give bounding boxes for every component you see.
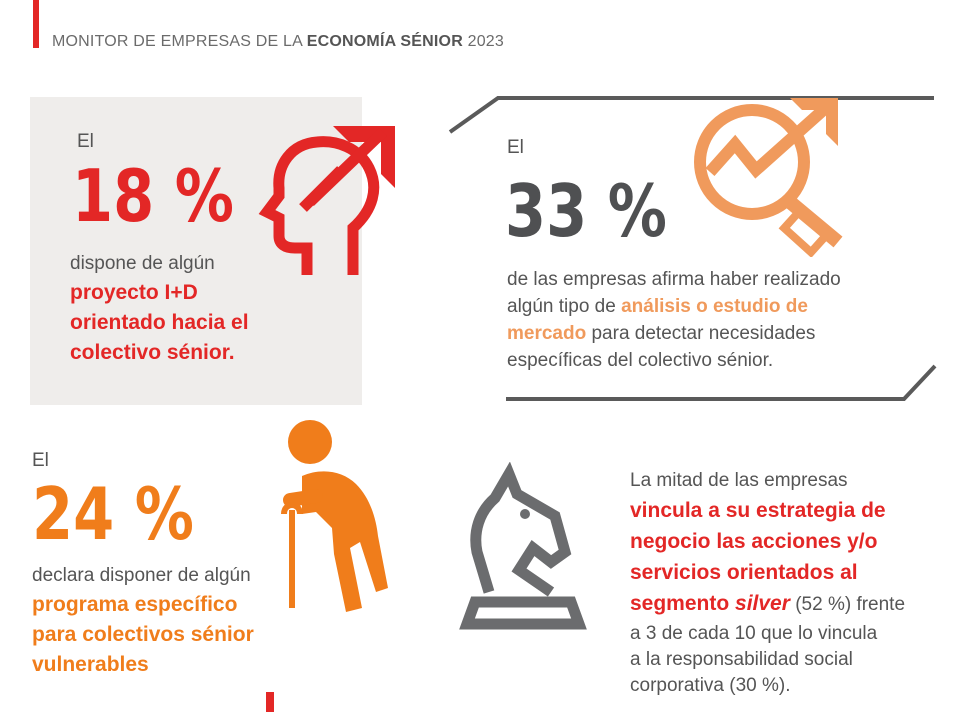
bottom-accent-bar xyxy=(266,692,274,712)
stat4-bold4i: silver xyxy=(735,592,790,615)
chess-knight-icon xyxy=(459,462,587,630)
stat3-percent: 24 % xyxy=(32,472,194,556)
stat4-line4: segmento silver (52 %) frente xyxy=(630,589,905,620)
header-prefix: MONITOR DE EMPRESAS DE LA xyxy=(52,33,307,50)
stat2-line1: de las empresas afirma haber realizado xyxy=(507,269,841,290)
stat2-bold2: análisis o estudio de xyxy=(621,296,808,317)
stat4-bold4a: segmento xyxy=(630,592,736,615)
header-accent-bar xyxy=(33,0,39,48)
header-year: 2023 xyxy=(462,33,504,50)
magnifier-growth-icon xyxy=(694,98,843,257)
elderly-person-cane-icon xyxy=(281,420,388,612)
stat3-bold3: vulnerables xyxy=(32,653,149,676)
stat3-intro: El xyxy=(32,450,49,471)
stat2-line4: específicas del colectivo sénior. xyxy=(507,350,774,371)
stat4-line7: corporativa (30 %). xyxy=(630,675,791,696)
stat1-percent: 18 % xyxy=(72,154,234,238)
stat2-line3b: para detectar necesidades xyxy=(586,323,816,344)
stat1-bold2: orientado hacia el xyxy=(70,311,249,334)
stat3-bold2: para colectivos sénior xyxy=(32,623,254,646)
stat1-bold1: proyecto I+D xyxy=(70,281,198,304)
page-header: MONITOR DE EMPRESAS DE LA ECONOMÍA SÉNIO… xyxy=(52,33,504,51)
stat4-bold2: negocio las acciones y/o xyxy=(630,530,878,553)
card-frame-lines xyxy=(448,96,937,401)
header-highlight: ECONOMÍA SÉNIOR xyxy=(306,33,463,50)
stat3-bold1: programa específico xyxy=(32,593,238,616)
stat1-line1: dispone de algún xyxy=(70,253,215,274)
stat2-percent: 33 % xyxy=(505,169,667,253)
stat4-line6: a la responsabilidad social xyxy=(630,649,853,670)
stat1-intro: El xyxy=(77,131,94,152)
stat3-line1: declara disponer de algún xyxy=(32,565,251,586)
stat2-intro: El xyxy=(507,137,524,158)
stat2-line2: algún tipo de análisis o estudio de xyxy=(507,293,808,320)
stat4-bold1: vincula a su estrategia de xyxy=(630,499,886,522)
stat4-line1: La mitad de las empresas xyxy=(630,470,848,491)
stat1-bold3: colectivo sénior. xyxy=(70,341,235,364)
stat2-line2a: algún tipo de xyxy=(507,296,622,317)
stat2-bold3: mercado xyxy=(507,323,587,344)
stat4-line4b: (52 %) frente xyxy=(789,594,906,615)
stat4-line5: a 3 de cada 10 que lo vincula xyxy=(630,623,878,644)
stat2-line3: mercado para detectar necesidades xyxy=(507,320,815,347)
head-growth-icon xyxy=(258,126,395,275)
stat4-bold3: servicios orientados al xyxy=(630,561,858,584)
